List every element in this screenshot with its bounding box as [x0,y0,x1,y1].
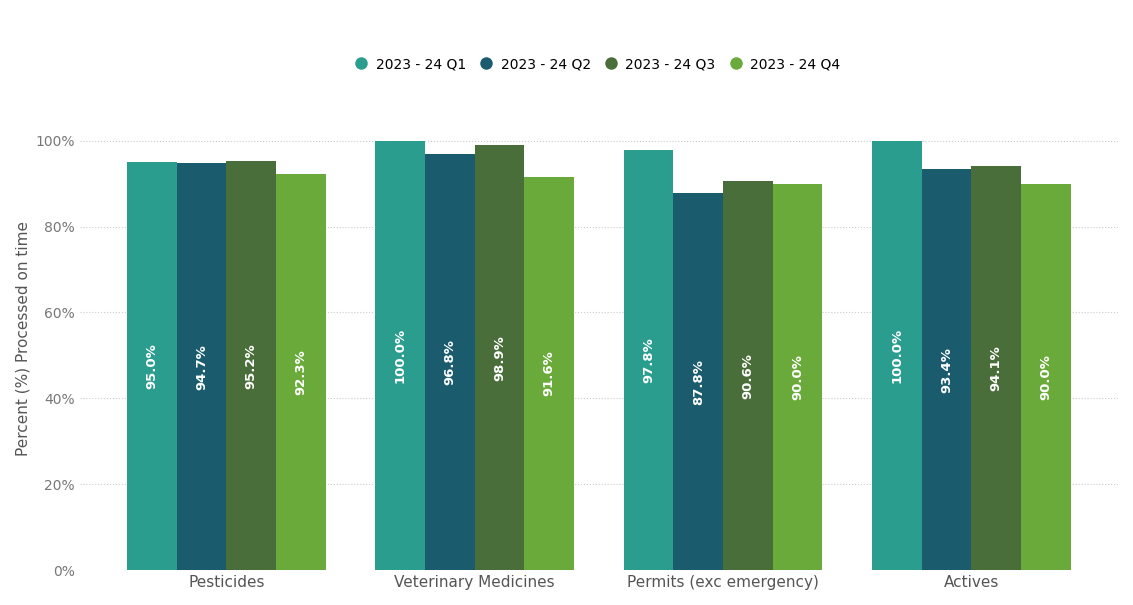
Bar [375,141,425,570]
Bar [425,154,475,570]
Text: 90.0%: 90.0% [791,354,804,400]
Bar [475,145,525,570]
Text: 94.1%: 94.1% [990,345,1003,391]
Text: 91.6%: 91.6% [543,350,556,396]
Bar [971,166,1021,570]
Text: 95.2%: 95.2% [245,343,258,388]
Bar [624,150,673,570]
Text: 93.4%: 93.4% [940,347,953,393]
Bar [525,177,574,570]
Text: 90.0%: 90.0% [1039,354,1053,400]
Y-axis label: Percent (%) Processed on time: Percent (%) Processed on time [15,221,29,456]
Bar [773,183,823,570]
Bar [673,193,723,570]
Text: 100.0%: 100.0% [891,328,903,383]
Bar [723,181,773,570]
Bar [922,169,971,570]
Text: 100.0%: 100.0% [394,328,407,383]
Text: 98.9%: 98.9% [493,335,506,381]
Bar [177,163,227,570]
Text: 92.3%: 92.3% [295,349,307,395]
Text: 97.8%: 97.8% [642,337,655,383]
Bar [872,141,922,570]
Text: 94.7%: 94.7% [195,344,208,390]
Bar [276,174,326,570]
Text: 95.0%: 95.0% [145,343,159,389]
Text: 90.6%: 90.6% [741,353,755,399]
Bar [227,162,276,570]
Bar [127,162,177,570]
Text: 96.8%: 96.8% [443,339,457,385]
Text: 87.8%: 87.8% [692,359,705,405]
Legend: 2023 - 24 Q1, 2023 - 24 Q2, 2023 - 24 Q3, 2023 - 24 Q4: 2023 - 24 Q1, 2023 - 24 Q2, 2023 - 24 Q3… [358,57,841,71]
Bar [1021,183,1071,570]
